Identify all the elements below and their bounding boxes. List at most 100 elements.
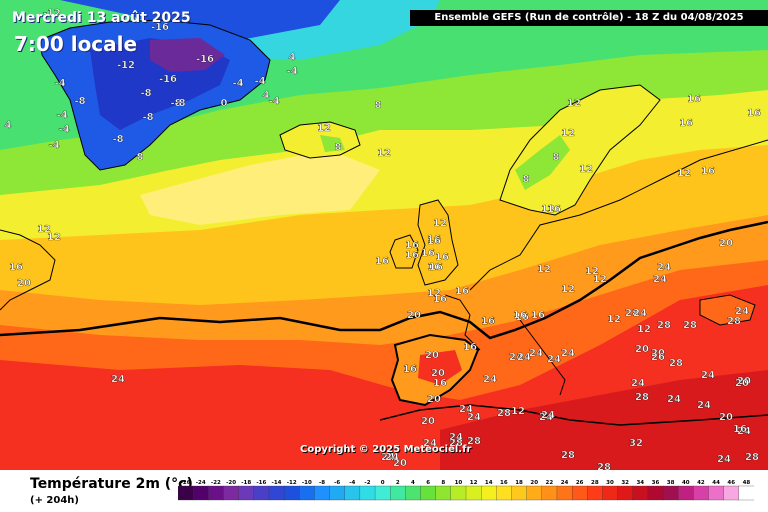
- color-scale-tick: -12: [287, 480, 297, 486]
- temperature-map: -12-16-16-16-12-8-8-8-8-4-4-4-40-4-4-4-4…: [0, 0, 768, 470]
- isotherm-label: 24: [737, 426, 751, 437]
- color-scale-swatch: [178, 485, 194, 501]
- color-scale-swatch: [571, 485, 588, 501]
- isotherm-label: 24: [539, 412, 553, 423]
- isotherm-label: 16: [427, 236, 441, 247]
- color-scale-tick: 24: [561, 480, 569, 486]
- france-coast: [444, 294, 481, 351]
- isotherm-label: 28: [745, 452, 759, 463]
- color-scale-tick: 10: [455, 480, 463, 486]
- color-scale-swatch: [450, 485, 467, 501]
- isotherm-label: -4: [56, 110, 67, 121]
- color-scale-swatch: [314, 485, 331, 501]
- isotherm-label: 26: [651, 352, 665, 363]
- isotherm-label: 12: [541, 204, 555, 215]
- color-scale-swatch: [223, 485, 240, 501]
- color-scale-tick: -10: [302, 480, 312, 486]
- isotherm-label: -8: [174, 98, 185, 109]
- legend-title: Température 2m (°c): [30, 476, 193, 492]
- isotherm-label: 8: [523, 174, 530, 185]
- isotherm-label: 12: [677, 168, 691, 179]
- color-scale-swatch: [390, 485, 406, 501]
- isotherm-label: 16: [375, 256, 389, 267]
- isotherm-label: 8: [137, 152, 144, 163]
- isotherm-label: 24: [541, 410, 555, 421]
- color-scale-swatch: [420, 485, 437, 501]
- band-green-north: [0, 50, 768, 200]
- isotherm-label: 16: [733, 424, 747, 435]
- isotherm-label: 0: [221, 98, 228, 109]
- isotherm-label: 24: [735, 306, 749, 317]
- italy-peninsula: [519, 319, 566, 396]
- isotherm-label: 28: [497, 408, 511, 419]
- isotherm-label: 12: [511, 406, 525, 417]
- isotherm-label: 28: [561, 450, 575, 461]
- color-scale-tick: -22: [211, 480, 221, 486]
- color-scale-tick: 2: [396, 480, 400, 486]
- isotherm-label: 24: [631, 378, 645, 389]
- color-scale-swatch: [647, 485, 664, 501]
- isotherm-label: 24: [547, 354, 561, 365]
- color-scale-tick: -2: [364, 480, 370, 486]
- isotherm-label: 16: [547, 204, 561, 215]
- isotherm-label: 16: [687, 94, 701, 105]
- isotherm-label: 20: [651, 348, 665, 359]
- isotherm-label: 20: [735, 378, 749, 389]
- isotherm-label: 20: [737, 376, 751, 387]
- color-scale-tick: -20: [226, 480, 236, 486]
- color-scale-tick: 28: [591, 480, 599, 486]
- isotherm-label: 16: [701, 166, 715, 177]
- isotherm-label: 16: [429, 262, 443, 273]
- isotherm-label: -4: [286, 66, 297, 77]
- color-scale-swatch: [481, 485, 497, 501]
- isotherm-label: -4: [58, 124, 69, 135]
- isotherm-label: 24: [697, 400, 711, 411]
- isotherm-label: 16: [403, 364, 417, 375]
- color-scale-swatch: [193, 485, 209, 501]
- band-darkred: [440, 370, 768, 470]
- isotherm-label: 12: [377, 148, 391, 159]
- color-scale: -26 -24 -22 -20 -18 -16 -14 -12 -10 -8 -6 -4 -2 0 2 4 6 8…: [178, 480, 754, 501]
- isotherm-label: 12: [47, 232, 61, 243]
- color-scale-swatch: [662, 485, 679, 501]
- isotherm-label: 20: [635, 344, 649, 355]
- isotherm-label: 28: [635, 392, 649, 403]
- isotherm-label: 24: [561, 348, 575, 359]
- color-scale-swatch: [238, 485, 255, 501]
- isotherm-label: 20: [431, 368, 445, 379]
- isotherm-label: 12: [561, 128, 575, 139]
- color-scale-swatch: [723, 485, 740, 501]
- isotherm-label: -8: [74, 96, 85, 107]
- color-scale-tick: 20: [530, 480, 538, 486]
- color-scale-swatch: [405, 485, 422, 501]
- isotherm-label: 16: [421, 248, 435, 259]
- scandinavia-landmass: [499, 84, 661, 216]
- greenland-core: [150, 38, 225, 72]
- iberia-interior: [418, 350, 462, 385]
- color-scale-swatch: [541, 485, 558, 501]
- isotherm-label: 12: [567, 98, 581, 109]
- band-yellow-light: [140, 150, 380, 225]
- isotherm-label: -16: [159, 74, 177, 85]
- band-darkblue-arctic: [60, 0, 340, 40]
- color-scale-swatch: [283, 485, 300, 501]
- color-scale-tick: 48: [743, 480, 751, 486]
- isotherm-label: 28: [683, 320, 697, 331]
- color-scale-swatch: [556, 485, 573, 501]
- isotherm-label: 20: [719, 412, 733, 423]
- color-scale-tick: 46: [727, 480, 735, 486]
- color-scale-swatch: [253, 485, 270, 501]
- color-scale-tick: 26: [576, 480, 584, 486]
- isotherm-label: 4: [263, 90, 270, 101]
- color-scale-tick: -8: [319, 480, 325, 486]
- color-scale-tick: 4: [411, 480, 415, 486]
- color-scale-tick: 40: [682, 480, 690, 486]
- isotherm-label: 16: [427, 234, 441, 245]
- isotherm-label: 16: [433, 294, 447, 305]
- color-scale-swatch: [526, 485, 543, 501]
- isotherm-label: 24: [717, 454, 731, 465]
- color-scale-swatch: [359, 485, 376, 501]
- color-scale-tick: 38: [667, 480, 675, 486]
- isotherm-label: 20: [407, 310, 421, 321]
